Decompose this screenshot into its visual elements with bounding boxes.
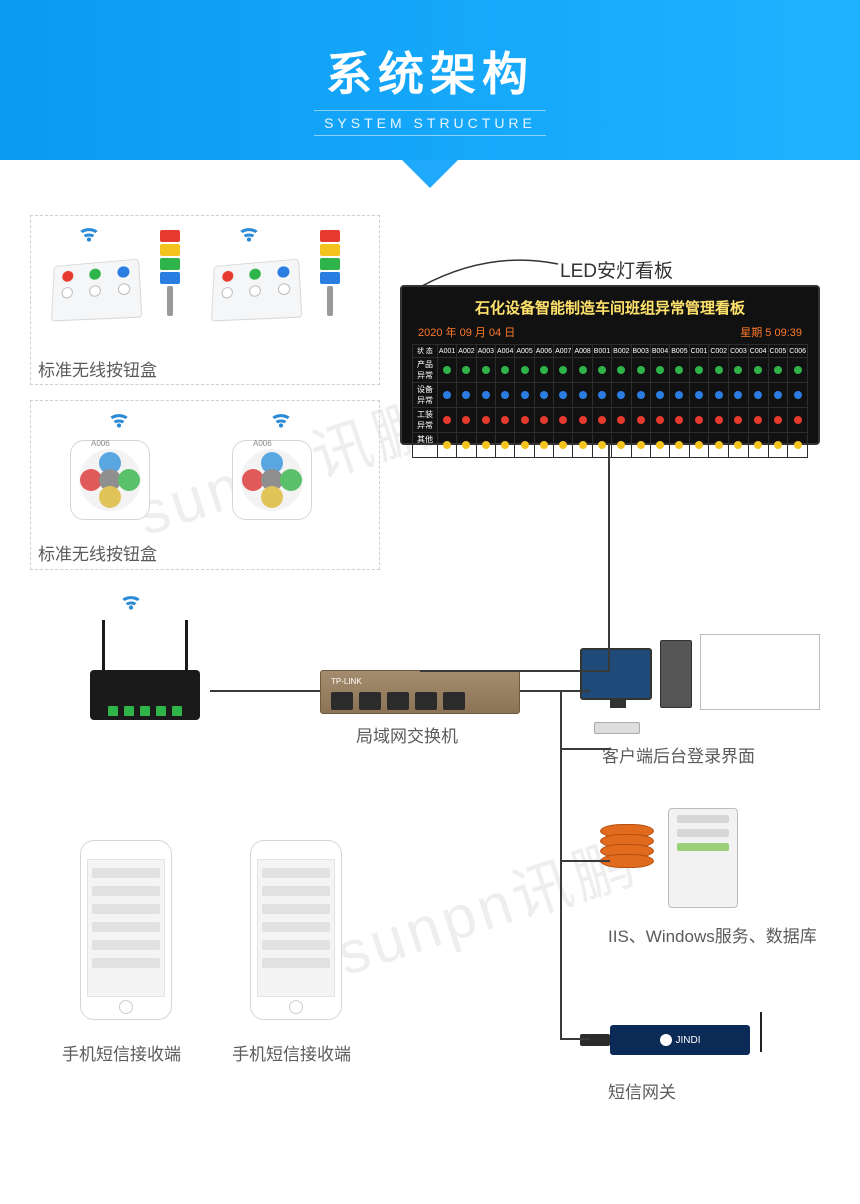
connection-line [560, 748, 610, 750]
connection-line [560, 860, 610, 862]
wireless-gateway [80, 640, 210, 720]
signal-tower-icon [320, 230, 340, 316]
wifi-icon [118, 590, 144, 612]
led-pointer-line [420, 248, 560, 288]
led-date: 2020 年 09 月 04 日 星期 5 09:39 [412, 324, 808, 340]
connection-line [210, 690, 320, 692]
server-db [600, 800, 820, 920]
wifi-icon [76, 222, 102, 244]
header-title: 系统架构 [0, 38, 860, 104]
sms-phone [250, 840, 342, 1020]
header-banner: 系统架构 SYSTEM STRUCTURE [0, 0, 860, 160]
label-btn-box-2: 标准无线按钮盒 [38, 540, 157, 565]
label-server: IIS、Windows服务、数据库 [608, 924, 828, 950]
connection-line [420, 670, 610, 672]
connection-line [608, 445, 610, 670]
round-wireless-button: A006 [232, 440, 312, 520]
wifi-icon [268, 408, 294, 430]
led-grid: 状 态A001A002A003A004A005A006A007A008B001B… [412, 344, 808, 458]
diagram-canvas: sunpn讯鹏 sunpn讯鹏 标准无线按钮盒 A006 A006 标准无线按钮… [0, 160, 860, 1204]
sms-gateway: JINDI [580, 1020, 780, 1060]
led-caption: LED安灯看板 [560, 256, 673, 283]
round-wireless-button: A006 [70, 440, 150, 520]
client-pc [580, 630, 820, 730]
connection-line [520, 690, 590, 692]
led-board: 石化设备智能制造车间班组异常管理看板 2020 年 09 月 04 日 星期 5… [400, 285, 820, 445]
signal-tower-icon [160, 230, 180, 316]
label-phone-1: 手机短信接收端 [62, 1040, 181, 1065]
connection-line [560, 690, 562, 1040]
label-sms: 短信网关 [608, 1078, 676, 1103]
connection-line [560, 1038, 590, 1040]
led-title: 石化设备智能制造车间班组异常管理看板 [412, 297, 808, 318]
label-switch: 局域网交换机 [356, 722, 458, 747]
wifi-icon [106, 408, 132, 430]
label-btn-box-1: 标准无线按钮盒 [38, 356, 157, 381]
server-tower-icon [668, 808, 738, 908]
database-icon [600, 824, 654, 888]
sms-phone [80, 840, 172, 1020]
wifi-icon [236, 222, 262, 244]
label-phone-2: 手机短信接收端 [232, 1040, 351, 1065]
watermark: sunpn讯鹏 [324, 814, 647, 993]
wireless-button-box [51, 259, 142, 322]
wireless-button-box [211, 259, 302, 322]
lan-switch: TP-LINK [320, 670, 520, 714]
label-client: 客户端后台登录界面 [602, 742, 755, 767]
header-subtitle: SYSTEM STRUCTURE [314, 110, 546, 136]
